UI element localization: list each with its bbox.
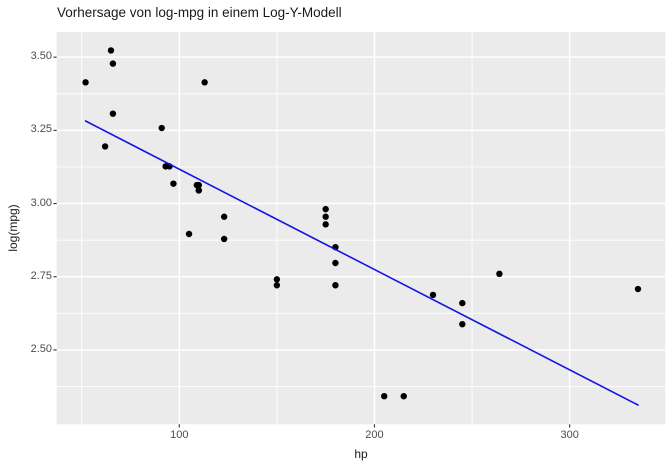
data-point <box>459 320 466 328</box>
y-tick-label: 2.75 <box>30 269 52 282</box>
data-point <box>193 181 201 189</box>
data-point <box>332 259 339 267</box>
data-point <box>273 282 281 289</box>
data-point <box>185 230 193 238</box>
y-tick-label: 2.50 <box>30 342 52 355</box>
data-point <box>220 235 228 243</box>
data-point <box>381 392 388 400</box>
x-axis-title: hp <box>354 447 368 461</box>
data-point <box>322 221 329 228</box>
y-tick-label: 3.50 <box>30 50 52 63</box>
data-point <box>109 60 117 67</box>
panel-background <box>56 32 666 425</box>
data-point <box>496 270 503 278</box>
y-axis-title: log(mpg) <box>6 204 20 252</box>
data-point <box>273 276 281 283</box>
data-point <box>322 205 329 213</box>
data-point <box>109 110 117 117</box>
x-tick-label: 200 <box>365 429 384 441</box>
trend-line <box>84 120 639 406</box>
data-point <box>459 299 466 307</box>
data-point <box>107 47 115 54</box>
data-point <box>195 187 202 194</box>
y-tick-label: 3.25 <box>30 123 52 136</box>
data-point <box>634 285 642 293</box>
chart-title: Vorhersage von log-mpg in einem Log-Y-Mo… <box>57 5 342 20</box>
data-point <box>82 79 89 86</box>
data-point <box>220 213 228 220</box>
data-point <box>101 143 109 150</box>
x-tick-label: 100 <box>170 429 189 441</box>
data-point <box>322 213 329 220</box>
data-point <box>400 392 407 400</box>
data-point <box>332 282 339 289</box>
x-tick-label: 300 <box>560 429 579 441</box>
y-tick-label: 3.00 <box>30 196 52 209</box>
data-point <box>170 180 177 187</box>
data-point <box>201 79 208 86</box>
data-point <box>158 124 165 132</box>
data-point <box>429 291 437 299</box>
